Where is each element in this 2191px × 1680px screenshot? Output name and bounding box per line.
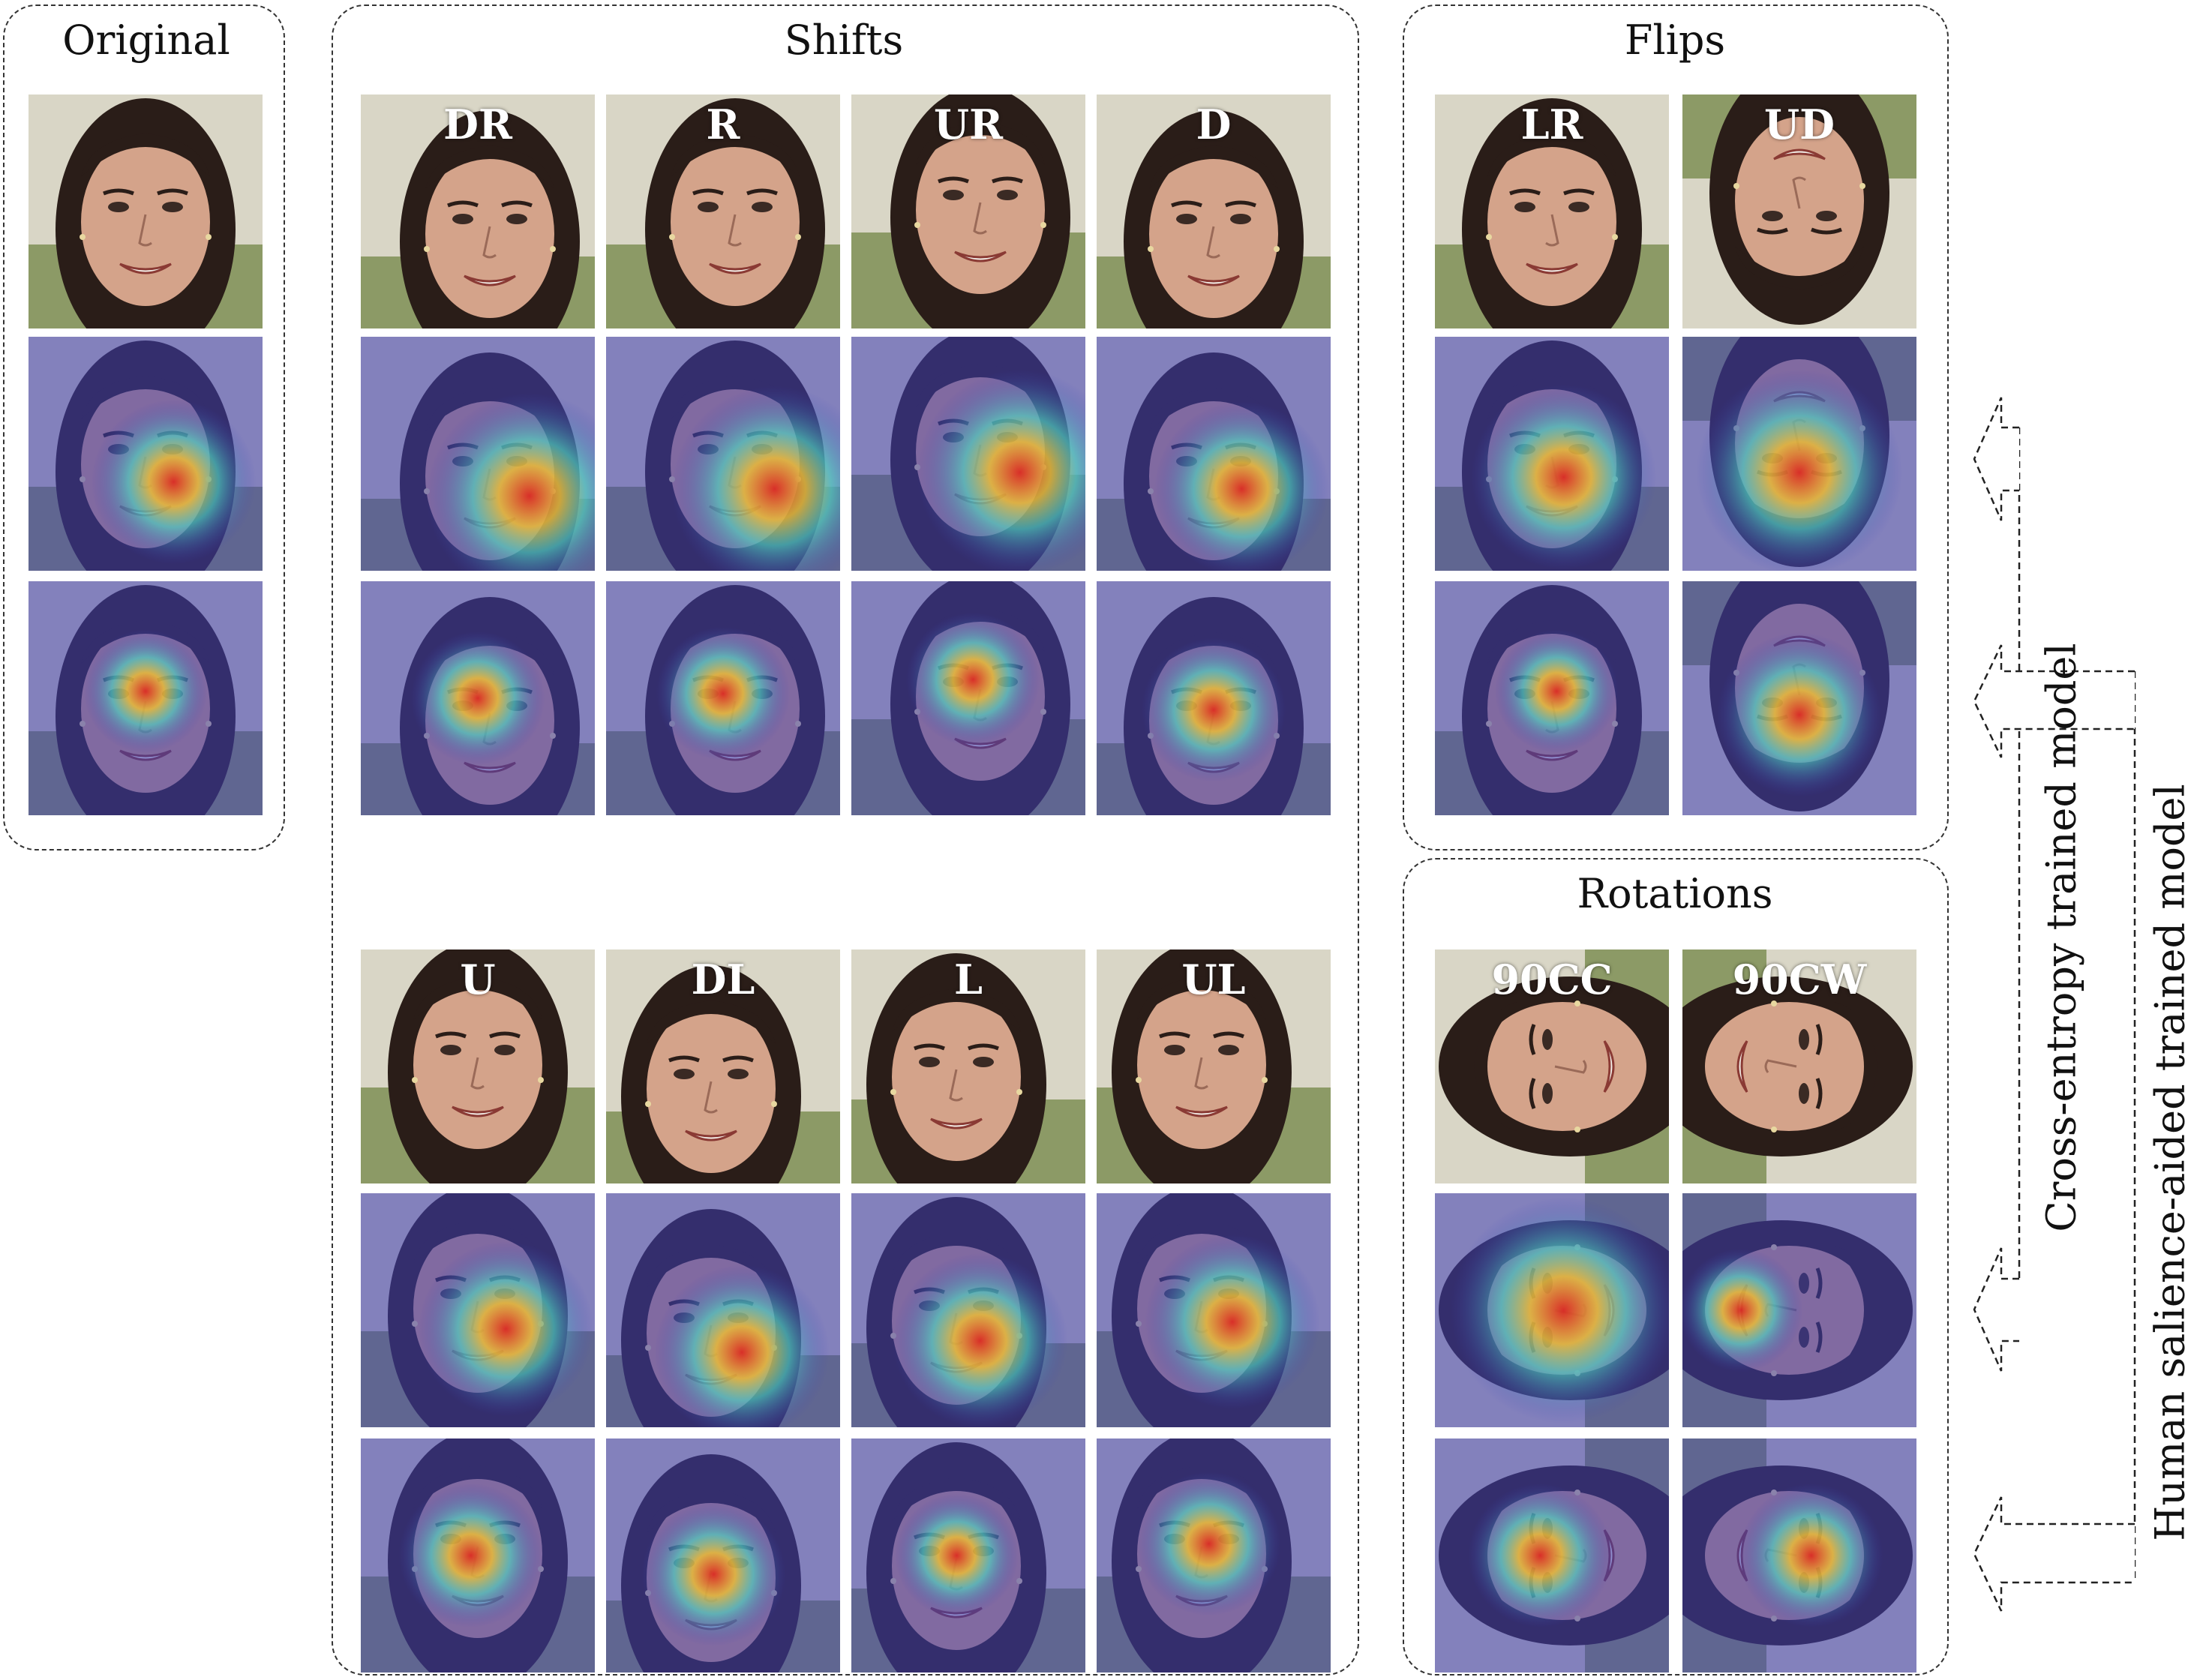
flip-lr-label: LR <box>1520 100 1583 148</box>
human-salience-arrow-top <box>1973 644 2135 758</box>
shifts-panel <box>332 4 1359 1676</box>
shift-l-face-image: L <box>851 950 1085 1184</box>
shift-u-human-salience-heatmap <box>361 1438 595 1672</box>
original-human-salience-heatmap <box>29 581 263 815</box>
shift-ur-face-image: UR <box>851 94 1085 328</box>
shift-dl-cross-entropy-heatmap <box>606 1193 840 1427</box>
rotations-panel <box>1403 858 1949 1676</box>
flip-ud-human-salience-heatmap <box>1682 581 1916 815</box>
flips-panel <box>1403 4 1949 850</box>
rot-90cc-human-salience-heatmap <box>1435 1438 1669 1672</box>
original-cross-entropy-heatmap <box>29 337 263 571</box>
shift-l-label: L <box>954 956 983 1004</box>
flip-ud-face-image: UD <box>1682 94 1916 328</box>
shift-dr-human-salience-heatmap <box>361 581 595 815</box>
rotations-panel-title: Rotations <box>1577 870 1773 917</box>
shift-u-label: U <box>460 956 496 1004</box>
cross-entropy-arrow-top <box>1973 397 2019 521</box>
shift-ur-human-salience-heatmap <box>851 581 1085 815</box>
rot-90cw-cross-entropy-heatmap <box>1682 1193 1916 1427</box>
shift-dl-human-salience-heatmap <box>606 1438 840 1672</box>
shift-ur-label: UR <box>934 100 1003 148</box>
flip-lr-human-salience-heatmap <box>1435 581 1669 815</box>
rot-90cw-label: 90CW <box>1732 956 1867 1004</box>
cross-entropy-legend-label: Cross-entropy trained model <box>2037 643 2085 1232</box>
rot-90cc-label: 90CC <box>1491 956 1613 1004</box>
shift-r-face-image: R <box>606 94 840 328</box>
flip-ud-label: UD <box>1764 100 1835 148</box>
original-panel <box>3 4 285 850</box>
shift-r-label: R <box>706 100 740 148</box>
flip-lr-face-image: LR <box>1435 94 1669 328</box>
shifts-panel-title: Shifts <box>784 16 904 64</box>
flip-ud-cross-entropy-heatmap <box>1682 337 1916 571</box>
shift-l-cross-entropy-heatmap <box>851 1193 1085 1427</box>
flips-panel-title: Flips <box>1624 16 1726 64</box>
rot-90cw-human-salience-heatmap <box>1682 1438 1916 1672</box>
shift-dr-face-image: DR <box>361 94 595 328</box>
shift-r-human-salience-heatmap <box>606 581 840 815</box>
shift-d-cross-entropy-heatmap <box>1097 337 1331 571</box>
shift-ul-face-image: UL <box>1097 950 1331 1184</box>
shift-d-label: D <box>1196 100 1232 148</box>
shift-ul-cross-entropy-heatmap <box>1097 1193 1331 1427</box>
shift-d-face-image: D <box>1097 94 1331 328</box>
rot-90cc-cross-entropy-heatmap <box>1435 1193 1669 1427</box>
shift-d-human-salience-heatmap <box>1097 581 1331 815</box>
rot-90cw-face-image: 90CW <box>1682 950 1916 1184</box>
flip-lr-cross-entropy-heatmap <box>1435 337 1669 571</box>
cross-entropy-arrow-bottom <box>1973 1247 2019 1372</box>
shift-u-cross-entropy-heatmap <box>361 1193 595 1427</box>
shift-dr-cross-entropy-heatmap <box>361 337 595 571</box>
shift-dl-label: DL <box>691 956 755 1004</box>
human-salience-legend-label: Human salience-aided trained model <box>2146 784 2191 1541</box>
original-face-image <box>29 94 263 328</box>
shift-ur-cross-entropy-heatmap <box>851 337 1085 571</box>
human-salience-arrow-bottom <box>1973 1496 2135 1612</box>
shift-ul-label: UL <box>1181 956 1246 1004</box>
shift-dr-label: DR <box>443 100 512 148</box>
rot-90cc-face-image: 90CC <box>1435 950 1669 1184</box>
original-panel-title: Original <box>62 16 230 64</box>
shift-l-human-salience-heatmap <box>851 1438 1085 1672</box>
shift-ul-human-salience-heatmap <box>1097 1438 1331 1672</box>
shift-u-face-image: U <box>361 950 595 1184</box>
shift-dl-face-image: DL <box>606 950 840 1184</box>
shift-r-cross-entropy-heatmap <box>606 337 840 571</box>
